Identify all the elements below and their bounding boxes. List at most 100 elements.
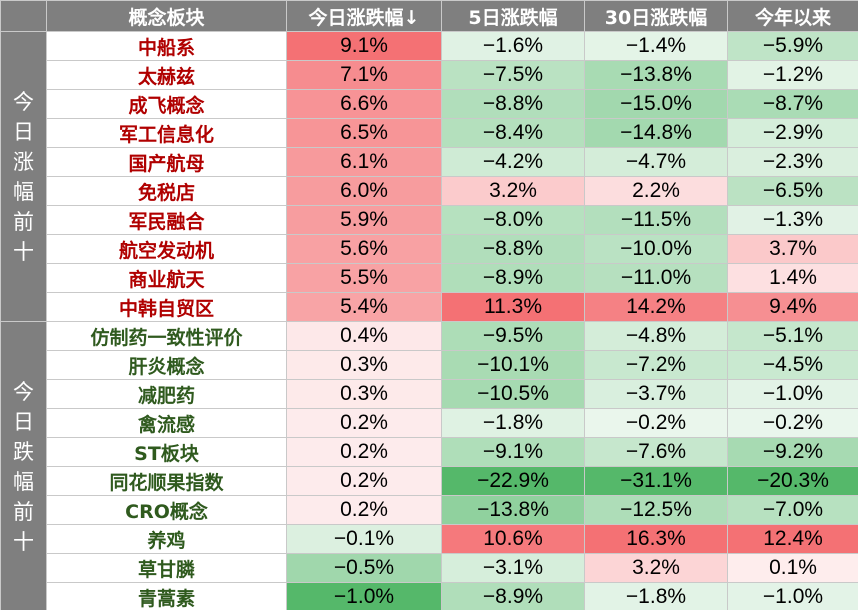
change-cell-ytd: −20.3% <box>727 466 858 496</box>
change-cell-today: 5.9% <box>286 205 442 235</box>
sector-name-cell[interactable]: 军民融合 <box>46 205 287 235</box>
change-cell-d30: 16.3% <box>584 524 728 554</box>
table-row[interactable]: 今日跌幅前十 仿制药一致性评价 0.4% −9.5% −4.8% −5.1% <box>0 321 858 610</box>
change-cell-d30: −12.5% <box>584 495 728 525</box>
sector-name-cell[interactable]: 军工信息化 <box>46 118 287 148</box>
change-cell-d30: −11.5% <box>584 205 728 235</box>
table-row[interactable]: 太赫兹 7.1% −7.5% −13.8% −1.2% <box>1 60 858 90</box>
change-cell-today: −0.5% <box>286 553 442 583</box>
change-cell-ytd: −5.9% <box>727 31 858 61</box>
sector-name-cell[interactable]: 同花顺果指数 <box>46 466 287 496</box>
change-cell-d30: −1.4% <box>584 31 728 61</box>
change-cell-today: 0.2% <box>286 466 442 496</box>
change-cell-ytd: 9.4% <box>727 292 858 322</box>
change-cell-d5: −9.1% <box>441 437 585 467</box>
change-cell-d30: −1.8% <box>584 582 728 610</box>
change-cell-d5: −9.5% <box>441 321 585 351</box>
table-row[interactable]: 禽流感 0.2% −1.8% −0.2% −0.2% <box>1 408 858 438</box>
header-30day-change[interactable]: 30日涨跌幅 <box>584 0 728 32</box>
change-cell-ytd: 12.4% <box>727 524 858 554</box>
table-row[interactable]: 今日涨幅前十 中船系 9.1% −1.6% −1.4% −5.9% <box>0 31 858 322</box>
table-row[interactable]: 免税店 6.0% 3.2% 2.2% −6.5% <box>1 176 858 206</box>
table-row[interactable]: 草甘膦 −0.5% −3.1% 3.2% 0.1% <box>1 553 858 583</box>
table-row[interactable]: 青蒿素 −1.0% −8.9% −1.8% −1.0% <box>1 582 858 610</box>
table-row[interactable]: 减肥药 0.3% −10.5% −3.7% −1.0% <box>1 379 858 409</box>
sector-name-cell[interactable]: 仿制药一致性评价 <box>46 321 287 351</box>
sector-name-cell[interactable]: 太赫兹 <box>46 60 287 90</box>
sector-name-cell[interactable]: 成飞概念 <box>46 89 287 119</box>
change-cell-ytd: −5.1% <box>727 321 858 351</box>
change-cell-today: 5.5% <box>286 263 442 293</box>
change-cell-ytd: −7.0% <box>727 495 858 525</box>
table-row[interactable]: 肝炎概念 0.3% −10.1% −7.2% −4.5% <box>1 350 858 380</box>
change-cell-d30: −15.0% <box>584 89 728 119</box>
change-cell-ytd: −2.9% <box>727 118 858 148</box>
sector-name-cell[interactable]: 免税店 <box>46 176 287 206</box>
change-cell-ytd: −1.0% <box>727 379 858 409</box>
table-row[interactable]: 军民融合 5.9% −8.0% −11.5% −1.3% <box>1 205 858 235</box>
change-cell-today: 6.5% <box>286 118 442 148</box>
sector-name-cell[interactable]: 商业航天 <box>46 263 287 293</box>
change-cell-d30: −11.0% <box>584 263 728 293</box>
change-cell-today: 6.0% <box>286 176 442 206</box>
change-cell-d30: 3.2% <box>584 553 728 583</box>
change-cell-d30: −13.8% <box>584 60 728 90</box>
sector-name-cell[interactable]: 国产航母 <box>46 147 287 177</box>
change-cell-d5: −13.8% <box>441 495 585 525</box>
table-row[interactable]: 商业航天 5.5% −8.9% −11.0% 1.4% <box>1 263 858 293</box>
sector-name-cell[interactable]: 中船系 <box>46 31 287 61</box>
sector-name-cell[interactable]: 中韩自贸区 <box>46 292 287 322</box>
sector-name-cell[interactable]: CRO概念 <box>46 495 287 525</box>
change-cell-d5: −8.8% <box>441 89 585 119</box>
change-cell-today: 0.2% <box>286 495 442 525</box>
change-cell-ytd: −1.0% <box>727 582 858 610</box>
sector-name-cell[interactable]: 航空发动机 <box>46 234 287 264</box>
table-row[interactable]: 成飞概念 6.6% −8.8% −15.0% −8.7% <box>1 89 858 119</box>
change-cell-d30: −10.0% <box>584 234 728 264</box>
table-row[interactable]: 国产航母 6.1% −4.2% −4.7% −2.3% <box>1 147 858 177</box>
change-cell-ytd: −1.2% <box>727 60 858 90</box>
table-row[interactable]: 航空发动机 5.6% −8.8% −10.0% 3.7% <box>1 234 858 264</box>
header-today-change[interactable]: 今日涨跌幅↓ <box>286 0 442 32</box>
header-ytd-change[interactable]: 今年以来 <box>727 0 858 32</box>
table-row[interactable]: 养鸡 −0.1% 10.6% 16.3% 12.4% <box>1 524 858 554</box>
group-label: 今日涨幅前十 <box>0 31 47 322</box>
change-cell-d30: −14.8% <box>584 118 728 148</box>
header-5day-change[interactable]: 5日涨跌幅 <box>441 0 585 32</box>
change-cell-d30: −0.2% <box>584 408 728 438</box>
sector-name-cell[interactable]: 青蒿素 <box>46 582 287 610</box>
table-row[interactable]: 中韩自贸区 5.4% 11.3% 14.2% 9.4% <box>1 292 858 322</box>
change-cell-ytd: −0.2% <box>727 408 858 438</box>
change-cell-ytd: −4.5% <box>727 350 858 380</box>
change-cell-today: −0.1% <box>286 524 442 554</box>
table-row[interactable]: CRO概念 0.2% −13.8% −12.5% −7.0% <box>1 495 858 525</box>
change-cell-d5: −1.6% <box>441 31 585 61</box>
change-cell-today: 5.4% <box>286 292 442 322</box>
change-cell-d5: −3.1% <box>441 553 585 583</box>
change-cell-d5: −4.2% <box>441 147 585 177</box>
sector-name-cell[interactable]: 养鸡 <box>46 524 287 554</box>
change-cell-today: 6.6% <box>286 89 442 119</box>
header-sector-name[interactable]: 概念板块 <box>46 0 287 32</box>
sector-name-cell[interactable]: 减肥药 <box>46 379 287 409</box>
change-cell-today: 0.3% <box>286 379 442 409</box>
change-cell-d5: −8.4% <box>441 118 585 148</box>
table-row[interactable]: ST板块 0.2% −9.1% −7.6% −9.2% <box>1 437 858 467</box>
header-row: 概念板块 今日涨跌幅↓ 5日涨跌幅 30日涨跌幅 今年以来 <box>0 0 858 32</box>
table-row[interactable]: 同花顺果指数 0.2% −22.9% −31.1% −20.3% <box>1 466 858 496</box>
sector-name-cell[interactable]: 禽流感 <box>46 408 287 438</box>
change-cell-d5: −7.5% <box>441 60 585 90</box>
change-cell-ytd: −1.3% <box>727 205 858 235</box>
change-cell-d5: 10.6% <box>441 524 585 554</box>
sector-name-cell[interactable]: 草甘膦 <box>46 553 287 583</box>
change-cell-today: 0.2% <box>286 437 442 467</box>
table-body: 今日涨幅前十 中船系 9.1% −1.6% −1.4% −5.9% 太赫兹 7.1% −7.5%… <box>0 31 858 610</box>
change-cell-today: −1.0% <box>286 582 442 610</box>
change-cell-d30: 2.2% <box>584 176 728 206</box>
table-row[interactable]: 军工信息化 6.5% −8.4% −14.8% −2.9% <box>1 118 858 148</box>
change-cell-d30: −3.7% <box>584 379 728 409</box>
change-cell-d30: −31.1% <box>584 466 728 496</box>
sector-name-cell[interactable]: ST板块 <box>46 437 287 467</box>
change-cell-today: 6.1% <box>286 147 442 177</box>
sector-name-cell[interactable]: 肝炎概念 <box>46 350 287 380</box>
